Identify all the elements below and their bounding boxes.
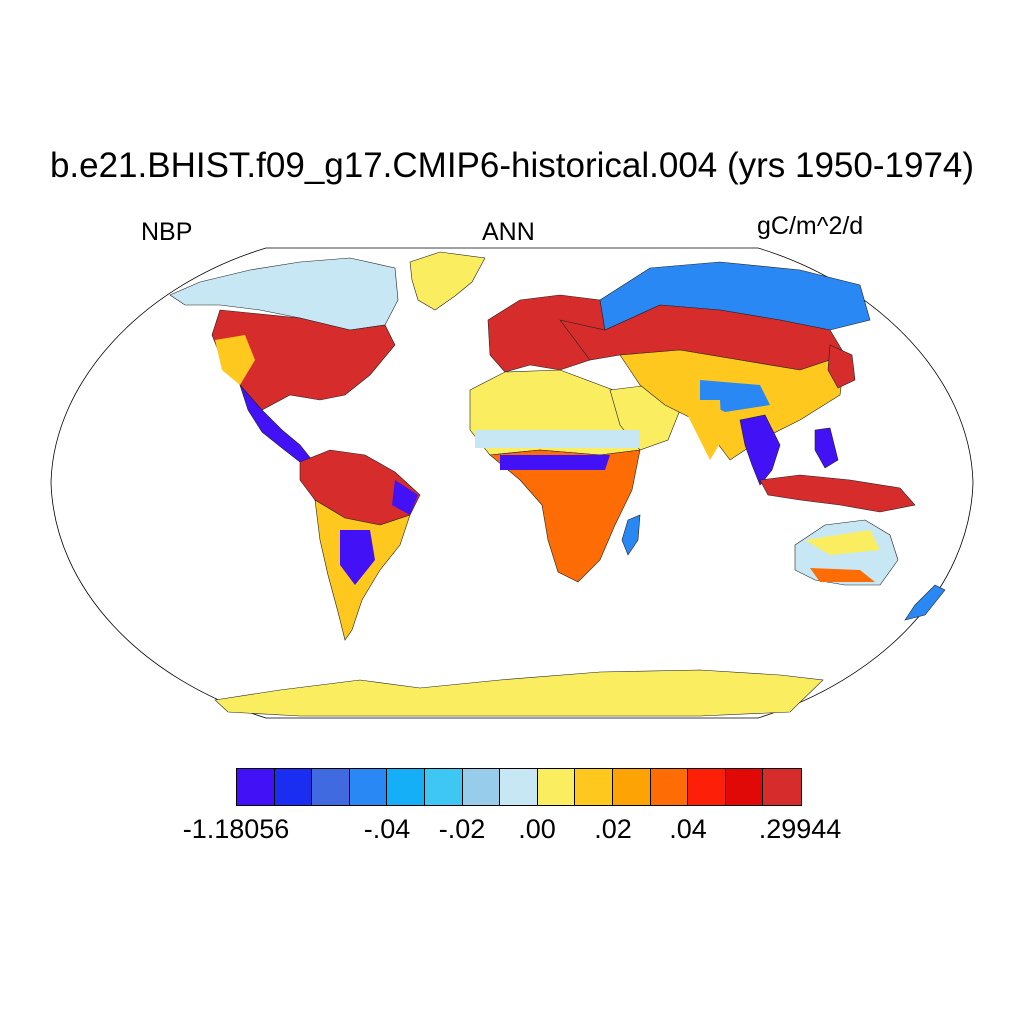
patch-india	[680, 400, 722, 460]
colorbar-swatch	[537, 769, 576, 805]
land-patches	[215, 335, 880, 585]
colorbar-swatch	[312, 769, 350, 805]
colorbar-tick-label: .00	[518, 814, 556, 844]
colorbar-tick-label: .29944	[758, 814, 842, 844]
patch-australia-north	[805, 530, 880, 555]
philippines	[814, 427, 839, 469]
colorbar-swatch	[462, 769, 501, 805]
patch-amazon-east	[392, 480, 418, 515]
season-label: ANN	[482, 218, 535, 246]
colorbar-swatch	[237, 769, 275, 805]
colorbar-tick-label: -.04	[363, 814, 411, 844]
patch-us-west	[215, 335, 255, 385]
colorbar-swatch	[650, 769, 689, 805]
new-zealand	[904, 584, 946, 621]
variable-label: NBP	[141, 218, 193, 246]
colorbar-swatch	[688, 769, 726, 805]
colorbar-tick-label: .02	[594, 814, 632, 844]
canada-arctic	[169, 257, 399, 331]
patch-brazil-south	[340, 530, 375, 585]
colorbar-swatch	[575, 769, 613, 805]
patch-australia-south	[810, 568, 875, 582]
madagascar	[621, 514, 641, 556]
colorbar-swatch	[763, 769, 801, 805]
colorbar-swatch	[349, 769, 388, 805]
colorbar-swatch	[725, 769, 764, 805]
colorbar	[236, 768, 802, 806]
antarctica	[214, 669, 824, 717]
greenland	[409, 251, 486, 311]
indonesia	[759, 474, 916, 513]
plot-title: b.e21.BHIST.f09_g17.CMIP6-historical.004…	[49, 146, 975, 185]
colorbar-swatch	[274, 769, 313, 805]
patch-congo	[500, 455, 610, 470]
colorbar-tick-label: -.02	[438, 814, 486, 844]
colorbar-swatch	[500, 769, 538, 805]
japan	[827, 344, 856, 389]
colorbar-swatch	[424, 769, 463, 805]
colorbar-tick-label: -1.18056	[182, 814, 290, 844]
patch-sahel	[475, 430, 640, 448]
units-label: gC/m^2/d	[757, 212, 864, 240]
colorbar-tick-label: .04	[669, 814, 707, 844]
indochina	[739, 414, 781, 486]
colorbar-swatch	[387, 769, 425, 805]
colorbar-swatch	[612, 769, 651, 805]
